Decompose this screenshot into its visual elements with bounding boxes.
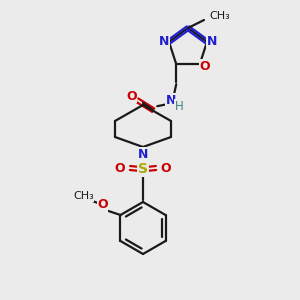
Text: CH₃: CH₃ [209,11,230,21]
Text: CH₃: CH₃ [73,191,94,201]
Text: N: N [207,35,217,48]
Text: N: N [166,94,176,107]
Text: O: O [161,161,171,175]
Text: O: O [97,199,108,212]
Text: S: S [138,162,148,176]
Text: O: O [115,161,125,175]
Text: N: N [159,35,169,48]
Text: O: O [126,90,136,103]
Text: O: O [200,60,210,73]
Text: N: N [138,148,148,160]
Text: H: H [175,100,184,113]
